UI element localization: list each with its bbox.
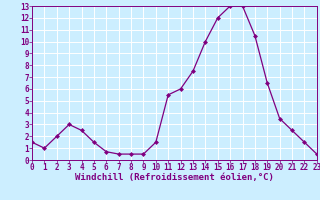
X-axis label: Windchill (Refroidissement éolien,°C): Windchill (Refroidissement éolien,°C)	[75, 173, 274, 182]
